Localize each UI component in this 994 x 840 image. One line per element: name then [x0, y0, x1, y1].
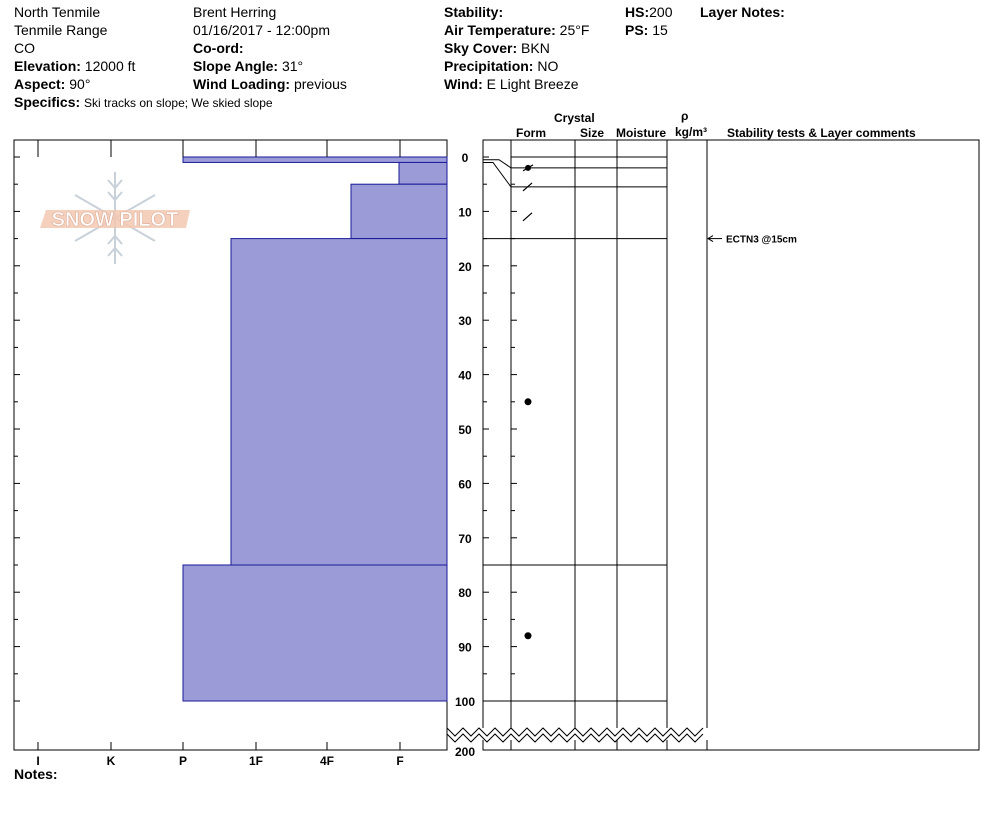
depth-tick-label: 80 — [458, 586, 472, 600]
rho-header: ρ — [681, 109, 689, 123]
hs-value: 200 — [649, 4, 673, 20]
decomposing-grain-symbol — [522, 182, 533, 192]
depth-tick-label: 90 — [458, 641, 472, 655]
hardness-bar — [350, 183, 448, 240]
depth-tick-label: 30 — [458, 314, 472, 328]
elevation-label: Elevation: — [14, 58, 81, 74]
depth-tick-label: 20 — [458, 260, 472, 274]
hardness-bars — [182, 156, 448, 702]
slope-value: 31° — [281, 58, 304, 74]
depth-tick-label: 50 — [458, 423, 472, 437]
stability-result-label: ECTN3 @15cm — [726, 235, 797, 246]
depth-tick-label: 200 — [455, 745, 475, 759]
specifics: Specifics: Ski tracks on slope; We skied… — [14, 93, 273, 112]
decomposing-grain-symbol — [522, 212, 533, 222]
slope-angle: Slope Angle: 31° — [193, 57, 303, 75]
stability-label: Stability: — [444, 4, 504, 20]
wind-loading: Wind Loading: previous — [193, 75, 347, 93]
depth-break-zigzag — [446, 733, 704, 743]
air-temp-value: 25°F — [559, 22, 590, 38]
elevation-value: 12000 ft — [84, 58, 136, 74]
state: CO — [14, 40, 35, 56]
grain-symbols — [522, 164, 534, 640]
logo-text: SNOW PILOT — [52, 209, 179, 231]
air-temperature: Air Temperature: 25°F — [444, 21, 589, 39]
ps-label: PS: — [625, 22, 649, 38]
axes: 0 10 20 30 40 50 60 70 80 90 100 200 I K P 1F 4F F — [14, 140, 708, 768]
range: Tenmile Range — [14, 22, 108, 38]
ps-value: 15 — [652, 22, 668, 38]
hs-label: HS: — [625, 4, 650, 20]
air-temp-label: Air Temperature: — [444, 22, 556, 38]
hardness-tick-label: K — [107, 754, 116, 768]
observer: Brent Herring — [193, 4, 277, 20]
elevation: Elevation: 12000 ft — [14, 57, 135, 75]
slope-label: Slope Angle: — [193, 58, 279, 74]
precip-particle-stroke — [522, 164, 534, 172]
depth-break-zigzag — [446, 727, 704, 737]
depth-tick-label: 70 — [458, 532, 472, 546]
hardness-bar — [230, 238, 448, 566]
crystal-header: Crystal — [554, 111, 595, 125]
depth-tick-label: 0 — [462, 151, 469, 165]
hardness-tick-label: F — [396, 754, 403, 768]
hs: HS:200 — [625, 3, 672, 21]
wind-loading-label: Wind Loading: — [193, 76, 291, 92]
sky-label: Sky Cover: — [444, 40, 518, 56]
coord-label: Co-ord: — [193, 40, 244, 56]
layer-connector — [483, 161, 512, 188]
hardness-tick-label: 4F — [320, 754, 334, 768]
sky-value: BKN — [521, 40, 550, 56]
stability-header: Stability tests & Layer comments — [727, 126, 916, 140]
datetime: 01/16/2017 - 12:00pm — [193, 22, 330, 38]
hardness-tick-label: 1F — [249, 754, 263, 768]
stability-arrow-head — [707, 235, 714, 243]
precip-label: Precipitation: — [444, 58, 534, 74]
hardness-bar — [182, 156, 448, 163]
layer-notes-label: Layer Notes: — [700, 4, 785, 20]
depth-tick-label: 100 — [455, 695, 475, 709]
aspect-value: 90° — [69, 76, 91, 92]
precipitation: Precipitation: NO — [444, 57, 558, 75]
snowpilot-logo: SNOW PILOT — [40, 172, 190, 264]
ps: PS: 15 — [625, 21, 668, 39]
specifics-value: Ski tracks on slope; We skied slope — [84, 96, 273, 110]
stability-results: ECTN3 @15cm — [707, 235, 797, 246]
depth-tick-label: 10 — [458, 205, 472, 219]
rounded-grain-symbol — [524, 632, 532, 640]
location: North Tenmile — [14, 4, 101, 20]
size-header: Size — [580, 126, 605, 140]
aspect-label: Aspect: — [14, 76, 66, 92]
rounded-grain-symbol — [524, 398, 532, 406]
wind-value: E Light Breeze — [486, 76, 579, 92]
depth-tick-label: 40 — [458, 369, 472, 383]
layer-connector — [483, 159, 512, 169]
wind-loading-value: previous — [293, 76, 347, 92]
aspect: Aspect: 90° — [14, 75, 90, 93]
specifics-label: Specifics: — [14, 94, 81, 110]
precip-value: NO — [537, 58, 559, 74]
moisture-header: Moisture — [616, 126, 667, 140]
chart-frames — [13, 139, 980, 751]
hardness-tick-label: P — [179, 754, 187, 768]
hardness-bar — [182, 564, 448, 702]
hardness-tick-label: I — [36, 754, 39, 768]
break-gap — [448, 728, 708, 740]
table-frame — [482, 139, 980, 751]
depth-tick-label: 60 — [458, 477, 472, 491]
form-header: Form — [516, 126, 546, 140]
density-unit-header: kg/m³ — [675, 125, 708, 139]
wind: Wind: E Light Breeze — [444, 75, 578, 93]
notes-label: Notes: — [14, 766, 58, 782]
sky-cover: Sky Cover: BKN — [444, 39, 550, 57]
hardness-bar — [398, 161, 448, 185]
wind-label: Wind: — [444, 76, 483, 92]
